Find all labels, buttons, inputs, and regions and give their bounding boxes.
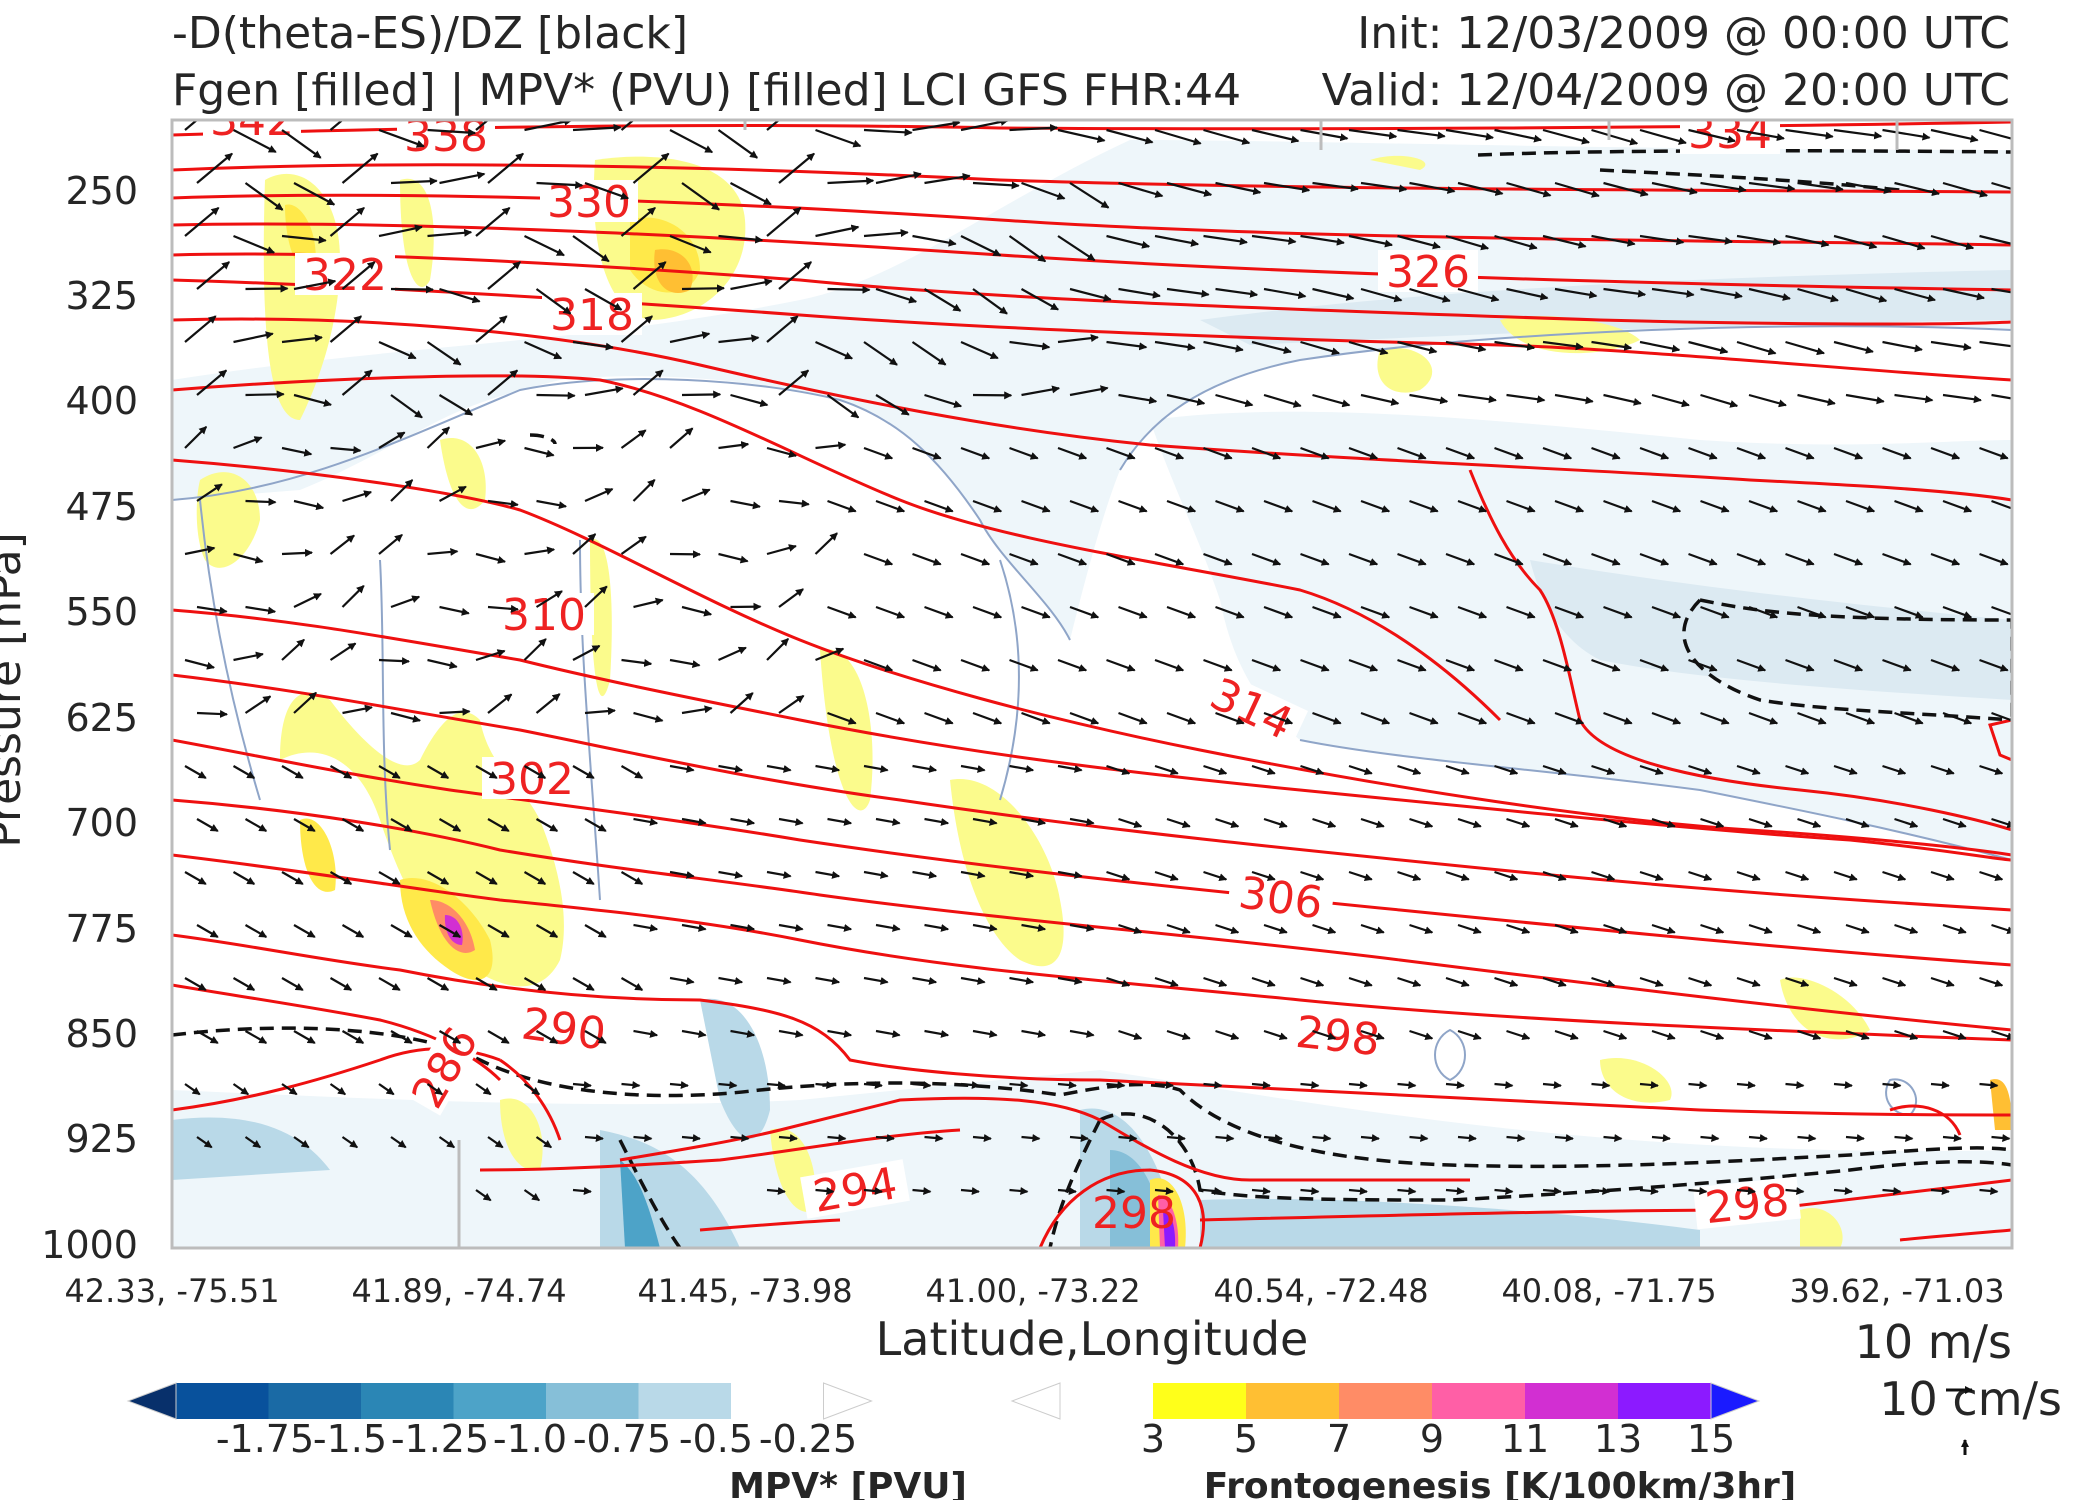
wind-vector	[828, 289, 870, 290]
x-tick: 40.08, -71.75	[1501, 1272, 1716, 1310]
mpv-colorbar	[128, 1383, 872, 1419]
fgen-tick: 9	[1420, 1417, 1444, 1461]
header-valid-time: Valid: 12/04/2009 @ 20:00 UTC	[1322, 65, 2010, 116]
mpv-tick: -0.5	[679, 1417, 753, 1461]
mpv-colorbar-label: MPV* [PVU]	[729, 1466, 967, 1500]
vector-key-horizontal-label: 10 m/s	[1855, 1315, 2012, 1369]
theta-label-326: 326	[1386, 247, 1470, 298]
fgen-colorbar-segment	[1060, 1383, 1154, 1419]
fgen-tick: 15	[1687, 1417, 1735, 1461]
y-tick: 475	[65, 485, 138, 529]
mpv-colorbar-segment	[546, 1383, 639, 1419]
wind-vector	[379, 660, 409, 661]
wind-vector	[246, 501, 276, 502]
wind-vector	[246, 289, 288, 290]
theta-label-318: 318	[550, 290, 634, 341]
fgen-colorbar-label: Frontogenesis [K/100km/3hr]	[1204, 1466, 1796, 1500]
y-axis-label: Pressure [hPa]	[0, 532, 31, 848]
y-tick: 1000	[41, 1223, 138, 1267]
x-tick: 40.54, -72.48	[1213, 1272, 1428, 1310]
mpv-colorbar-segment	[454, 1383, 547, 1419]
fgen-tick: 5	[1234, 1417, 1258, 1461]
x-axis-label: Latitude,Longitude	[876, 1312, 1309, 1366]
y-tick: 700	[65, 801, 138, 845]
fgen-colorbar-segment	[1153, 1383, 1247, 1419]
header-center-model: LCI GFS FHR:44	[900, 65, 1241, 116]
mpv-tick: -0.75	[573, 1417, 671, 1461]
fgen-tick: 3	[1141, 1417, 1165, 1461]
fgen-colorbar-segment	[1432, 1383, 1526, 1419]
fgen-tick: 13	[1594, 1417, 1642, 1461]
y-tick: 775	[65, 907, 138, 951]
fgen-tick: 7	[1327, 1417, 1351, 1461]
fgen-colorbar-segment	[1339, 1383, 1433, 1419]
y-tick: 925	[65, 1117, 138, 1161]
mpv-colorbar-extend-low	[128, 1383, 176, 1419]
theta-label-302: 302	[490, 754, 574, 805]
mpv-colorbar-segment	[176, 1383, 269, 1419]
x-tick: 41.45, -73.98	[637, 1272, 852, 1310]
theta-label-322: 322	[303, 250, 387, 301]
y-tick: 250	[65, 169, 138, 213]
fgen-colorbar	[1012, 1383, 1759, 1419]
mpv-colorbar-segment	[639, 1383, 732, 1419]
fgen-colorbar-segment	[1525, 1383, 1619, 1419]
header-init-time: Init: 12/03/2009 @ 00:00 UTC	[1357, 8, 2010, 59]
x-tick: 42.33, -75.51	[64, 1272, 279, 1310]
wind-vector	[197, 713, 227, 714]
theta-label-298-b: 298	[1703, 1175, 1792, 1234]
fgen-colorbar-ticks: 3 5 7 9 11 13 15	[1141, 1417, 1735, 1461]
mpv-tick: -1.0	[493, 1417, 567, 1461]
mpv-colorbar-ticks: -1.75 -1.5 -1.25 -1.0 -0.75 -0.5 -0.25	[216, 1417, 857, 1461]
y-tick: 850	[65, 1012, 138, 1056]
y-tick: 625	[65, 696, 138, 740]
y-tick: 550	[65, 590, 138, 634]
wind-vector	[282, 553, 312, 554]
theta-label-298-c: 298	[1092, 1188, 1176, 1239]
mpv-tick: -1.5	[313, 1417, 387, 1461]
y-tick: 325	[65, 274, 138, 318]
y-axis-ticks: 250 325 400 475 550 625 700 775 850 925 …	[41, 169, 138, 1267]
header-left-line2: Fgen [filled] | MPV* (PVU) [filled]	[172, 65, 888, 116]
mpv-tick: -1.25	[391, 1417, 489, 1461]
mpv-colorbar-segment	[269, 1383, 362, 1419]
fgen-colorbar-extend-high	[1711, 1383, 1759, 1419]
wind-vector	[682, 288, 724, 289]
wind-vector	[246, 394, 284, 395]
wind-vector	[682, 394, 720, 395]
wind-vector	[391, 289, 433, 290]
fgen-colorbar-extend-low	[1012, 1383, 1060, 1419]
x-tick: 41.89, -74.74	[351, 1272, 566, 1310]
fgen-colorbar-segment	[1246, 1383, 1340, 1419]
mpv-colorbar-extend-high	[824, 1383, 872, 1419]
y-tick: 400	[65, 379, 138, 423]
mpv-tick: -1.75	[216, 1417, 314, 1461]
x-axis-ticks: 42.33, -75.51 41.89, -74.74 41.45, -73.9…	[64, 1272, 2004, 1310]
fgen-colorbar-segment	[1618, 1383, 1712, 1419]
x-tick: 41.00, -73.22	[925, 1272, 1140, 1310]
wind-vector	[537, 395, 575, 396]
header-left-line1: -D(theta-ES)/DZ [black]	[172, 8, 688, 59]
theta-label-310: 310	[502, 590, 586, 641]
vector-key-vertical-label: 10 cm/s	[1879, 1372, 2062, 1426]
fgen-tick: 11	[1501, 1417, 1549, 1461]
theta-label-298-a: 298	[1293, 1007, 1382, 1066]
x-tick: 39.62, -71.03	[1789, 1272, 2004, 1310]
mpv-tick: -0.25	[759, 1417, 857, 1461]
mpv-colorbar-segment	[361, 1383, 454, 1419]
mpv-colorbar-segment	[731, 1383, 824, 1419]
